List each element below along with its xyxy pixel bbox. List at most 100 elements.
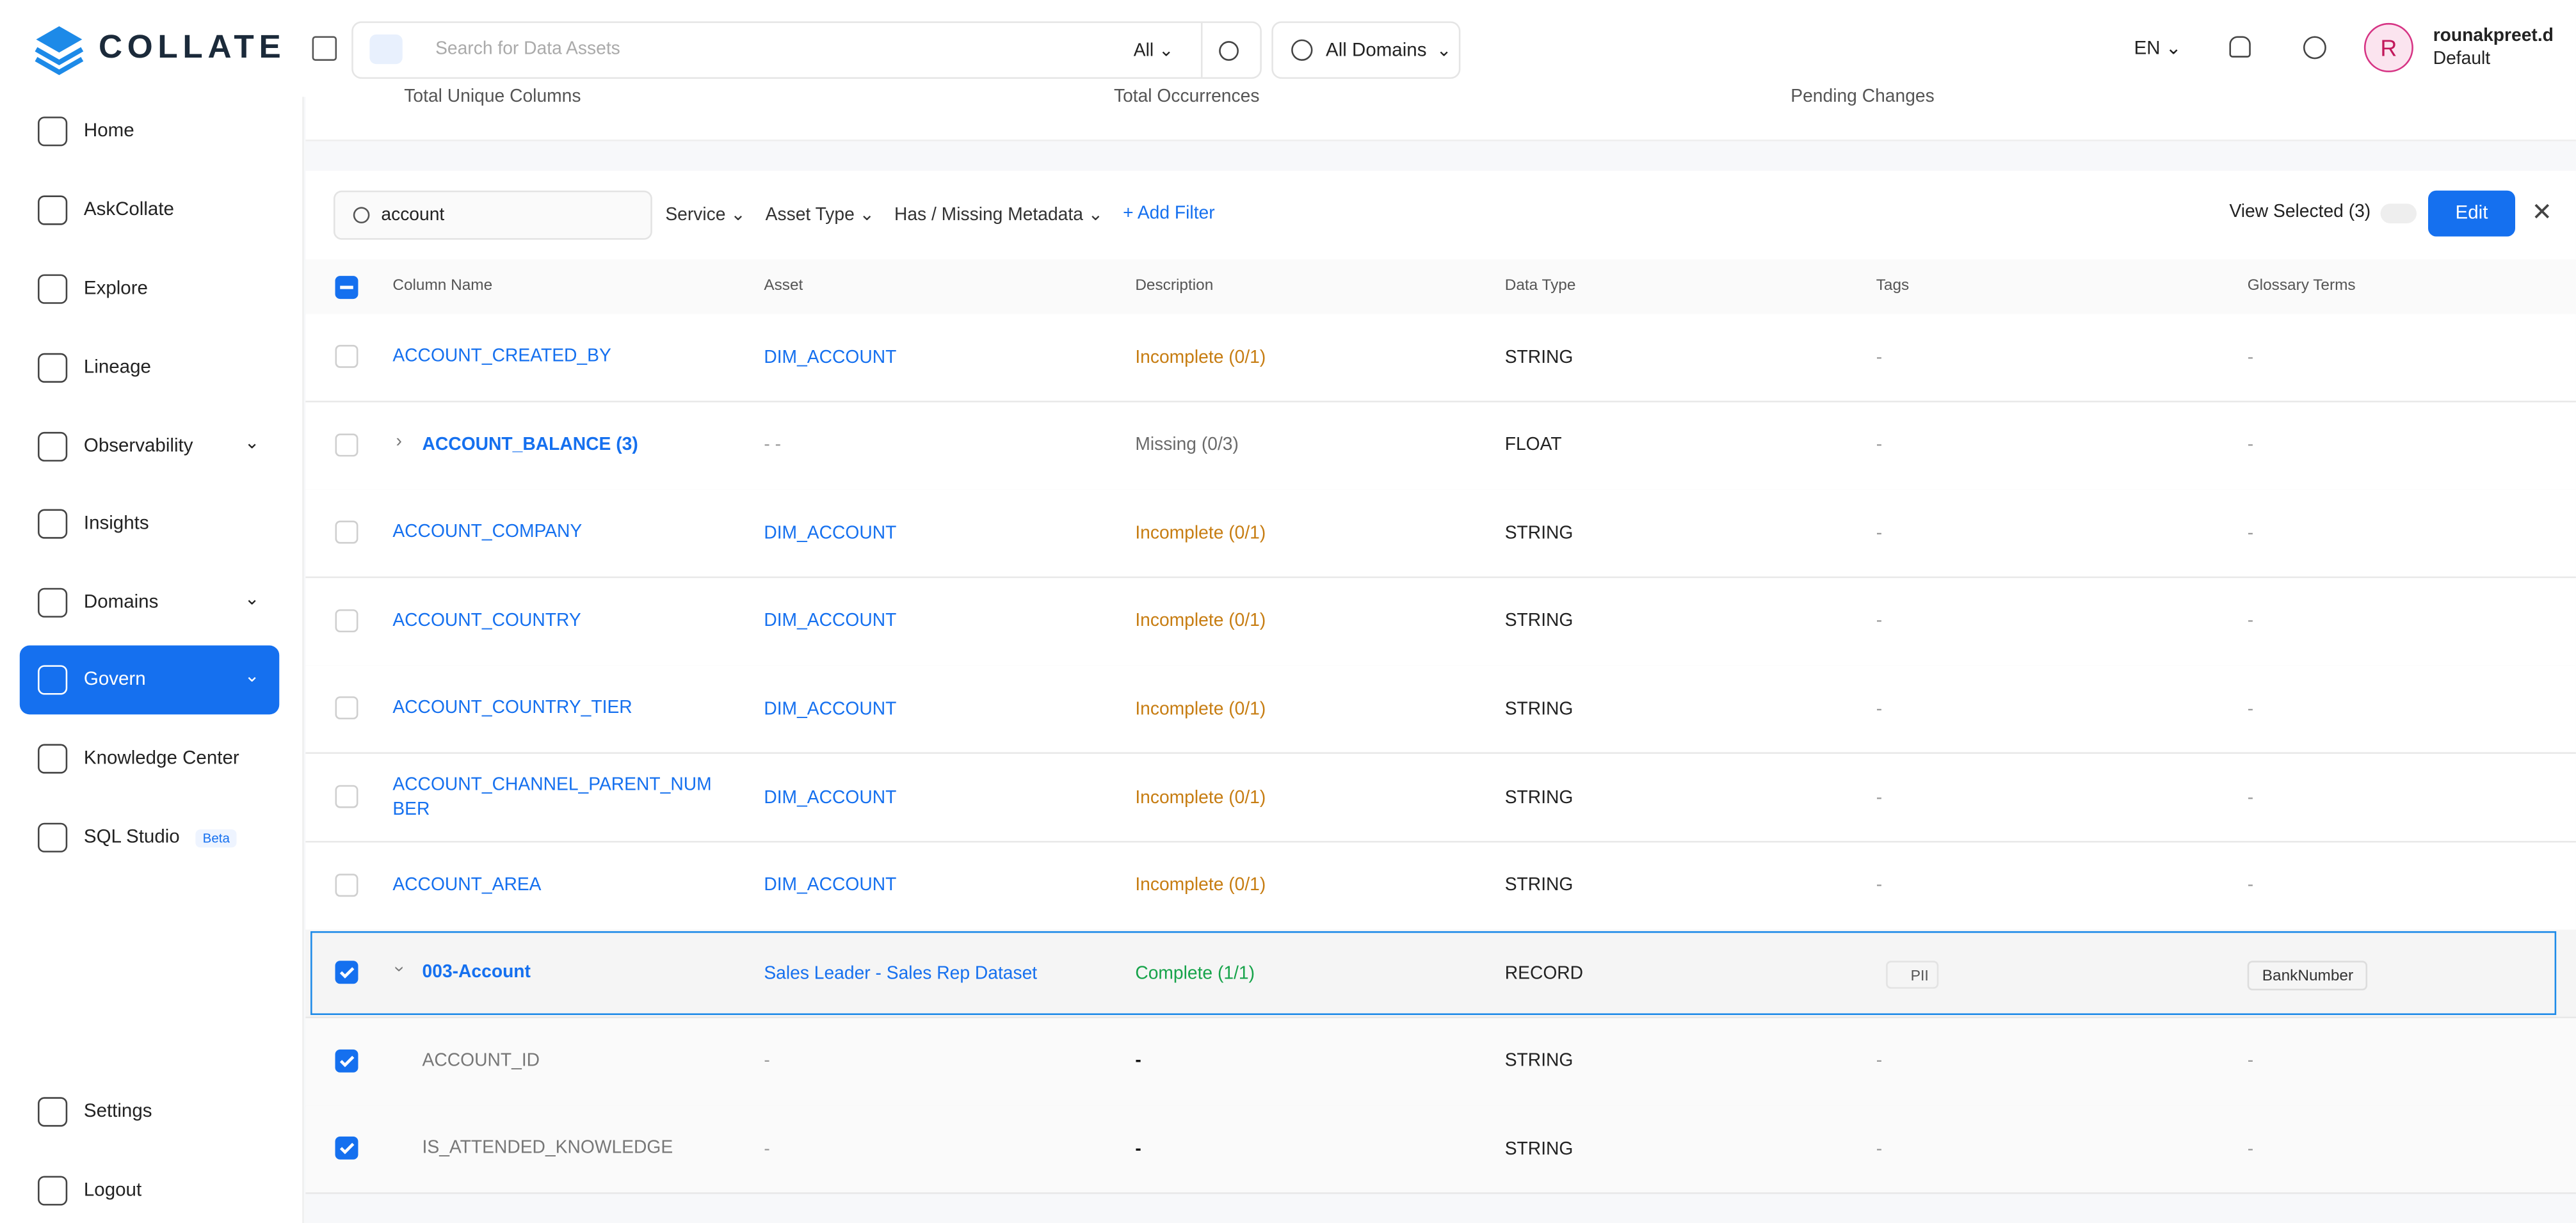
nav-item[interactable]: SQL Studio Beta (20, 803, 279, 872)
nav-label: Explore (83, 279, 148, 300)
column-name: ACCOUNT_ID (422, 1050, 540, 1071)
toggle[interactable] (2380, 204, 2417, 224)
nav-item[interactable]: AskCollate (20, 176, 279, 245)
nav-item[interactable]: Explore (20, 255, 279, 324)
sidebar-toggle[interactable] (312, 36, 337, 61)
stats-strip: Total Unique Columns Total Occurrences P… (305, 87, 2576, 141)
select-all[interactable] (335, 276, 358, 300)
table-row[interactable]: ACCOUNT_CREATED_BY DIM_ACCOUNT Incomplete … (305, 314, 2576, 403)
expand-toggle[interactable]: › (396, 431, 402, 451)
row-checkbox[interactable] (335, 961, 358, 984)
column-header: Tags (1876, 276, 1910, 295)
search-icon[interactable] (1219, 41, 1239, 61)
chevron: ⌄ (244, 433, 260, 454)
nav-item[interactable]: Lineage (20, 333, 279, 403)
search-box[interactable]: Search for Data Assets All ⌄ (351, 21, 1262, 79)
avatar[interactable]: R (2363, 22, 2413, 72)
row-checkbox[interactable] (335, 1137, 358, 1160)
asset[interactable]: DIM_ACCOUNT (764, 523, 897, 543)
nav-label: Lineage (83, 358, 151, 378)
row-checkbox[interactable] (335, 520, 358, 544)
column-header: Description (1135, 276, 1214, 295)
language[interactable]: EN ⌄ (2134, 39, 2182, 60)
bell-icon[interactable] (2229, 36, 2251, 58)
globe-icon (1291, 39, 1313, 61)
stat-label: Total Unique Columns (404, 87, 581, 107)
domain-selector[interactable]: All Domains ⌄ (1271, 21, 1461, 79)
column-name[interactable]: ACCOUNT_BALANCE (3) (422, 435, 638, 454)
table-row[interactable]: ACCOUNT_AREA DIM_ACCOUNT Incomplete (0/1) S… (305, 842, 2576, 931)
tags: - (1876, 435, 1883, 456)
nav-item[interactable]: Domains ⌄ (20, 568, 279, 637)
row-checkbox[interactable] (335, 433, 358, 456)
asset[interactable]: DIM_ACCOUNT (764, 875, 897, 895)
tags: - (1876, 1051, 1883, 1071)
column-search[interactable]: account (333, 190, 652, 240)
help-icon[interactable] (2303, 36, 2326, 60)
table-row[interactable]: ACCOUNT_COUNTRY_TIER DIM_ACCOUNT Incomplet… (305, 666, 2576, 755)
row-checkbox[interactable] (335, 697, 358, 721)
filter-dropdown[interactable]: Has / Missing Metadata ⌄ (894, 204, 1103, 225)
view-selected: View Selected (3) (2229, 202, 2371, 222)
table-row[interactable]: ACCOUNT_ID - - STRING - - (305, 1018, 2576, 1107)
nav-item[interactable]: Knowledge Center (20, 724, 279, 794)
language-label: EN (2134, 39, 2161, 60)
column-name[interactable]: ACCOUNT_COMPANY (392, 522, 583, 543)
nav-icon (38, 1097, 68, 1127)
asset[interactable]: - - (764, 435, 781, 456)
filter-dropdown[interactable]: Asset Type ⌄ (766, 204, 874, 225)
asset[interactable]: DIM_ACCOUNT (764, 787, 897, 808)
filter-dropdown[interactable]: Service ⌄ (665, 204, 746, 225)
close-button[interactable]: ✕ (2531, 198, 2552, 227)
glossary-terms: - (2247, 699, 2254, 719)
column-name[interactable]: 003-Account (422, 963, 531, 983)
description: Incomplete (0/1) (1135, 347, 1266, 367)
data-type: RECORD (1504, 963, 1584, 984)
column-name[interactable]: ACCOUNT_COUNTRY_TIER (392, 698, 632, 719)
search-scope[interactable]: All ⌄ (1133, 41, 1174, 61)
data-type: STRING (1504, 875, 1574, 895)
nav-item[interactable]: Home (20, 97, 279, 166)
nav-item[interactable]: Observability ⌄ (20, 412, 279, 481)
edit-button[interactable]: Edit (2427, 190, 2516, 237)
row-checkbox[interactable] (335, 785, 358, 808)
asset[interactable]: DIM_ACCOUNT (764, 347, 897, 367)
add-filter[interactable]: + Add Filter (1123, 204, 1215, 224)
glossary-terms: BankNumber (2247, 961, 2369, 991)
asset[interactable]: DIM_ACCOUNT (764, 611, 897, 632)
nav-item[interactable]: Settings (20, 1077, 279, 1146)
table-row[interactable]: ACCOUNT_CHANNEL_PARENT_NUMBER DIM_ACCOUNT… (305, 753, 2576, 843)
filter-dropdowns: Service ⌄ Asset Type ⌄ Has / Missing Metadat… (665, 204, 1214, 225)
nav-label: Domains (83, 593, 159, 613)
asset: - (764, 1139, 770, 1160)
asset[interactable]: DIM_ACCOUNT (764, 699, 897, 719)
asset[interactable]: Sales Leader - Sales Rep Dataset (764, 963, 1038, 984)
column-name[interactable]: ACCOUNT_CHANNEL_PARENT_NUMBER (392, 774, 712, 819)
description: Incomplete (0/1) (1135, 787, 1266, 808)
user-role: Default (2433, 49, 2491, 69)
top-bar: COLLATE Search for Data Assets All ⌄ All… (0, 0, 2576, 97)
column-name[interactable]: ACCOUNT_CREATED_BY (392, 346, 611, 367)
column-name[interactable]: ACCOUNT_COUNTRY (392, 611, 581, 630)
tags: - (1876, 611, 1883, 632)
selection-outline (310, 931, 2557, 1016)
table-row[interactable]: IS_ATTENDED_KNOWLEDGE - - STRING - - (305, 1106, 2576, 1195)
nav-item[interactable]: Govern ⌄ (19, 645, 280, 715)
table-row[interactable]: ACCOUNT_COMPANY DIM_ACCOUNT Incomplete (0/… (305, 490, 2576, 579)
nav-item[interactable]: Insights (20, 490, 279, 559)
nav-icon (38, 274, 68, 304)
expand-toggle[interactable]: › (389, 966, 409, 973)
chevron: ⌄ (244, 666, 260, 687)
stat-label: Pending Changes (1791, 87, 1935, 107)
row-checkbox[interactable] (335, 344, 358, 368)
table-row[interactable]: › ACCOUNT_BALANCE (3) - - Missing (0/3) FLOA… (305, 401, 2576, 491)
column-name[interactable]: ACCOUNT_AREA (392, 874, 542, 895)
row-checkbox[interactable] (335, 1049, 358, 1073)
row-checkbox[interactable] (335, 609, 358, 632)
row-checkbox[interactable] (335, 873, 358, 897)
nav-item[interactable]: Logout (20, 1156, 279, 1223)
nav-icon (38, 353, 68, 383)
table-row[interactable]: ACCOUNT_COUNTRY DIM_ACCOUNT Incomplete (0/… (305, 577, 2576, 667)
glossary-terms: - (2247, 1051, 2254, 1071)
table-row[interactable]: › 003-Account Sales Leader - Sales Rep Dat… (305, 930, 2576, 1019)
